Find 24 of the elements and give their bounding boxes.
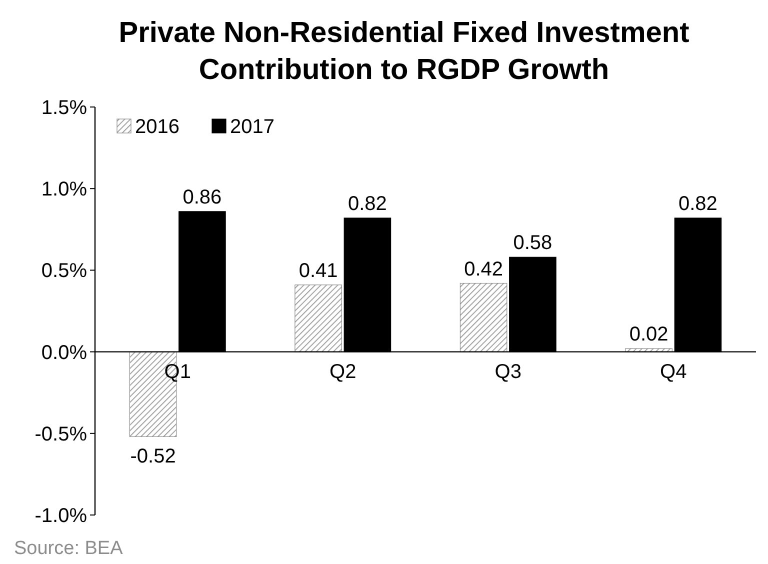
data-label: 0.58 <box>513 232 552 254</box>
legend-label: 2017 <box>230 116 274 138</box>
x-tick-label: Q3 <box>494 360 522 383</box>
data-label: 0.82 <box>678 192 718 215</box>
data-label: 0.41 <box>298 260 338 282</box>
x-tick-label: Q2 <box>330 360 356 383</box>
y-tick-label: -1.0% <box>34 505 88 527</box>
data-label: 0.82 <box>348 192 387 215</box>
source-note: Source: BEA <box>14 538 124 559</box>
y-tick-label: 1.0% <box>41 178 88 201</box>
data-label: 0.42 <box>464 258 504 280</box>
data-label: 0.86 <box>182 186 222 208</box>
y-tick-label: 0.5% <box>41 260 88 282</box>
legend-label: 2016 <box>135 116 180 138</box>
bar <box>294 284 342 352</box>
bar <box>460 282 508 352</box>
y-tick-label: 1.5% <box>41 97 88 119</box>
x-tick-label: Q4 <box>660 360 687 383</box>
y-tick-label: 0.0% <box>41 342 88 364</box>
chart-title: Private Non-Residential Fixed Investment Contribution to RGDP Growth <box>118 17 690 86</box>
y-tick-label: -0.5% <box>34 423 88 446</box>
data-label: 0.02 <box>629 324 668 346</box>
data-label: -0.52 <box>130 446 176 468</box>
x-tick-label: Q1 <box>164 360 191 383</box>
